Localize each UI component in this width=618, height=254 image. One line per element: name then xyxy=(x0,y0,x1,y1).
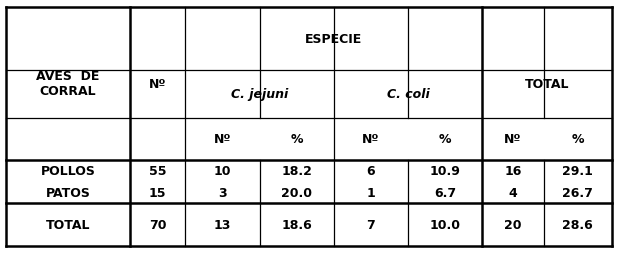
Text: %: % xyxy=(572,133,584,146)
Text: C. coli: C. coli xyxy=(386,88,430,101)
Text: TOTAL: TOTAL xyxy=(46,218,90,231)
Text: C. jejuni: C. jejuni xyxy=(231,88,288,101)
Text: TOTAL: TOTAL xyxy=(525,77,569,90)
Text: %: % xyxy=(439,133,451,146)
Text: 7: 7 xyxy=(366,218,375,231)
Text: 70: 70 xyxy=(149,218,166,231)
Text: 55: 55 xyxy=(149,164,166,177)
Text: ESPECIE: ESPECIE xyxy=(305,33,362,46)
Text: 26.7: 26.7 xyxy=(562,186,593,199)
Text: 20.0: 20.0 xyxy=(281,186,312,199)
Text: 18.2: 18.2 xyxy=(281,164,312,177)
Text: 13: 13 xyxy=(214,218,231,231)
Text: Nº: Nº xyxy=(504,133,522,146)
Text: 29.1: 29.1 xyxy=(562,164,593,177)
Text: 6.7: 6.7 xyxy=(434,186,456,199)
Text: POLLOS: POLLOS xyxy=(41,164,95,177)
Text: Nº: Nº xyxy=(214,133,231,146)
Text: 6: 6 xyxy=(366,164,375,177)
Text: 10.0: 10.0 xyxy=(430,218,460,231)
Text: Nº: Nº xyxy=(362,133,379,146)
Text: AVES  DE
CORRAL: AVES DE CORRAL xyxy=(36,70,99,98)
Text: 3: 3 xyxy=(218,186,227,199)
Text: %: % xyxy=(290,133,303,146)
Text: 16: 16 xyxy=(504,164,522,177)
Text: 10: 10 xyxy=(214,164,231,177)
Text: 18.6: 18.6 xyxy=(281,218,312,231)
Text: Nº: Nº xyxy=(149,77,166,90)
Text: 20: 20 xyxy=(504,218,522,231)
Text: 4: 4 xyxy=(509,186,517,199)
Text: 28.6: 28.6 xyxy=(562,218,593,231)
Text: 15: 15 xyxy=(149,186,166,199)
Text: 10.9: 10.9 xyxy=(430,164,460,177)
Text: PATOS: PATOS xyxy=(46,186,90,199)
Text: 1: 1 xyxy=(366,186,375,199)
